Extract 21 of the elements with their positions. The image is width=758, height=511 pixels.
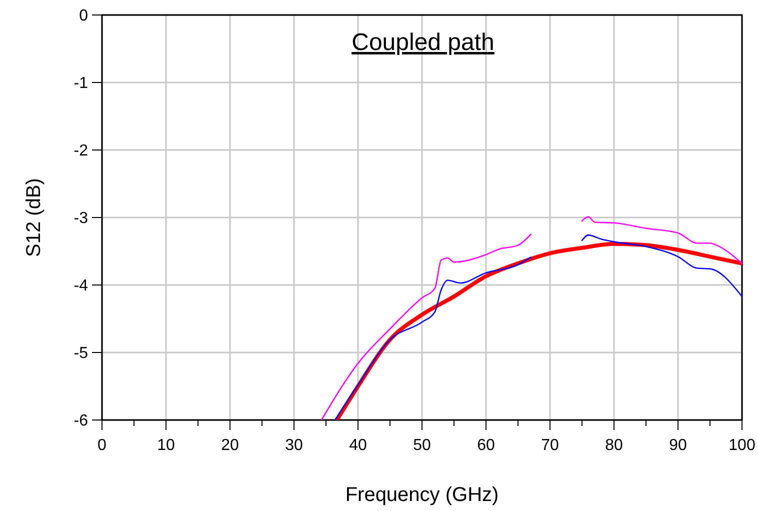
x-tick-label: 30: [285, 437, 303, 454]
x-tick-label: 80: [605, 437, 623, 454]
x-axis-title: Frequency (GHz): [345, 484, 499, 506]
y-tick-label: -6: [74, 412, 88, 430]
y-tick-label: -5: [74, 345, 88, 362]
y-tick-label: -2: [74, 142, 88, 160]
y-tick-label: 0: [79, 8, 88, 25]
x-tick-label: 70: [541, 437, 559, 454]
x-tick-label: 10: [157, 437, 175, 454]
x-tick-label: 0: [98, 437, 107, 454]
y-tick-label: -4: [74, 278, 88, 295]
y-tick-label: -3: [74, 210, 88, 228]
x-tick-label: 100: [728, 437, 756, 454]
x-tick-label: 20: [221, 437, 239, 454]
y-tick-label: -1: [74, 75, 88, 92]
x-tick-label: 50: [413, 437, 431, 454]
x-tick-label: 60: [477, 437, 495, 454]
y-axis-title: S12 (dB): [23, 178, 45, 257]
x-tick-label: 40: [349, 437, 367, 454]
x-tick-label: 90: [669, 437, 687, 454]
text: Coupled path: [352, 29, 494, 56]
